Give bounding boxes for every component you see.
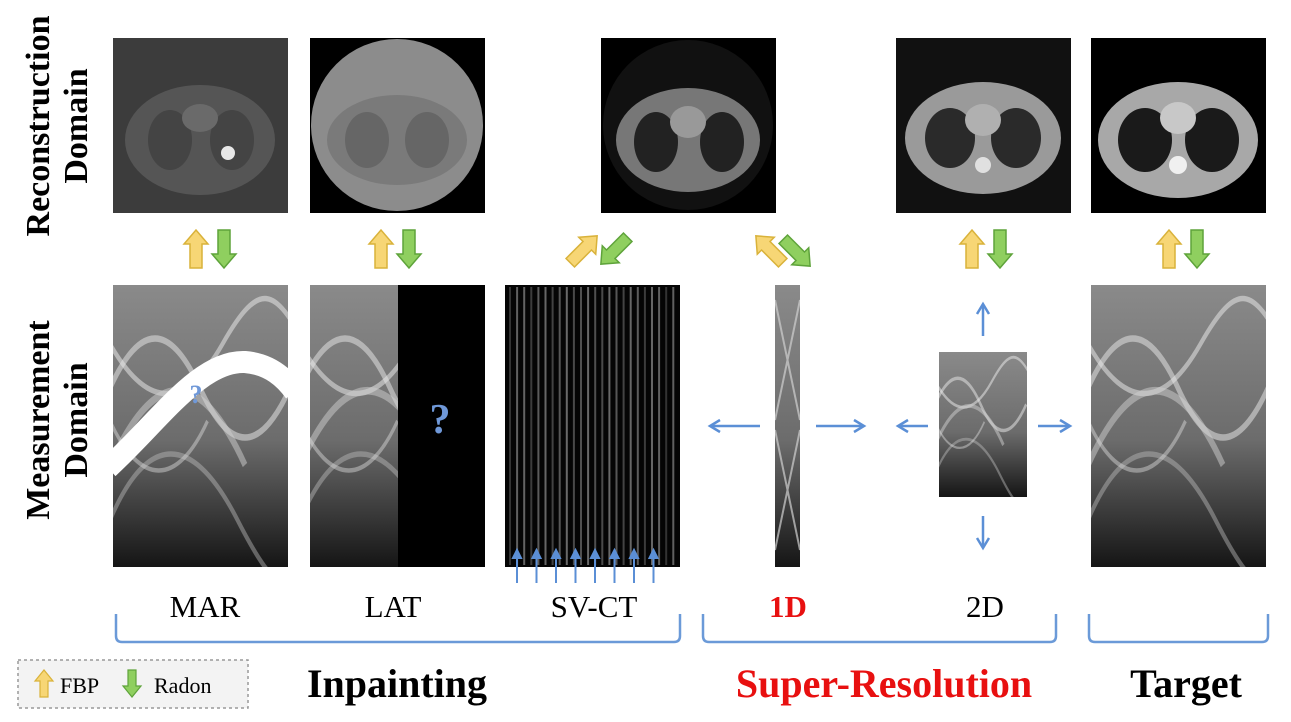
svct-sample-arrow bbox=[569, 547, 582, 583]
lat-reconstruction-image bbox=[310, 38, 485, 213]
sr2d-column-label: 2D bbox=[966, 589, 1004, 624]
radon-legend-icon bbox=[121, 669, 143, 698]
lat-sinogram-image bbox=[310, 285, 485, 567]
mar-reconstruction-image bbox=[113, 38, 288, 213]
fbp-radon-arrows-sr1d bbox=[755, 233, 811, 269]
svct-sample-arrow bbox=[647, 547, 660, 583]
fbp-legend-icon bbox=[33, 669, 55, 698]
super-resolution-bracket bbox=[701, 614, 1058, 644]
svct-sample-arrow bbox=[589, 547, 601, 583]
radon-legend-label: Radon bbox=[154, 673, 211, 698]
svct-sinogram-image bbox=[505, 285, 680, 583]
target-bracket bbox=[1087, 614, 1270, 644]
lat-question-mark: ? bbox=[430, 397, 451, 443]
sr2d-expand-arrows bbox=[895, 301, 1073, 551]
super-resolution-group-label: Super-Resolution bbox=[736, 661, 1032, 706]
mar-column-label: MAR bbox=[170, 589, 241, 624]
fbp-radon-arrows-target bbox=[1155, 228, 1211, 270]
fbp-radon-arrows-svct bbox=[564, 231, 634, 269]
svct-sample-arrow bbox=[511, 547, 523, 583]
fbp-radon-arrows-sr2d bbox=[958, 228, 1014, 270]
sr2d-reconstruction-image bbox=[896, 38, 1071, 213]
svct-sample-arrow bbox=[608, 547, 621, 583]
svct-column-label: SV-CT bbox=[551, 589, 638, 624]
fbp-radon-arrows-mar bbox=[182, 228, 238, 270]
sr2d-sinogram-image bbox=[939, 352, 1027, 497]
target-sinogram-image bbox=[1091, 285, 1266, 567]
legend: FBP Radon bbox=[17, 659, 249, 709]
fbp-legend-label: FBP bbox=[60, 673, 99, 698]
inpainting-group-label: Inpainting bbox=[307, 661, 487, 706]
target-group-label: Target bbox=[1130, 661, 1243, 706]
target-reconstruction-image bbox=[1091, 38, 1266, 213]
svct-reconstruction-image bbox=[601, 38, 776, 213]
svct-sample-arrow bbox=[530, 547, 543, 583]
mar-sinogram-image bbox=[113, 285, 288, 567]
sr1d-sinogram-image bbox=[775, 285, 800, 567]
inpainting-bracket bbox=[114, 614, 682, 644]
svct-sample-arrow bbox=[628, 547, 640, 583]
sr1d-expand-arrows bbox=[707, 418, 867, 434]
lat-column-label: LAT bbox=[365, 589, 422, 624]
fbp-radon-arrows-lat bbox=[367, 228, 423, 270]
sr1d-column-label: 1D bbox=[769, 589, 807, 624]
mar-question-mark: ? bbox=[190, 380, 203, 409]
svct-sample-arrow bbox=[550, 547, 562, 583]
